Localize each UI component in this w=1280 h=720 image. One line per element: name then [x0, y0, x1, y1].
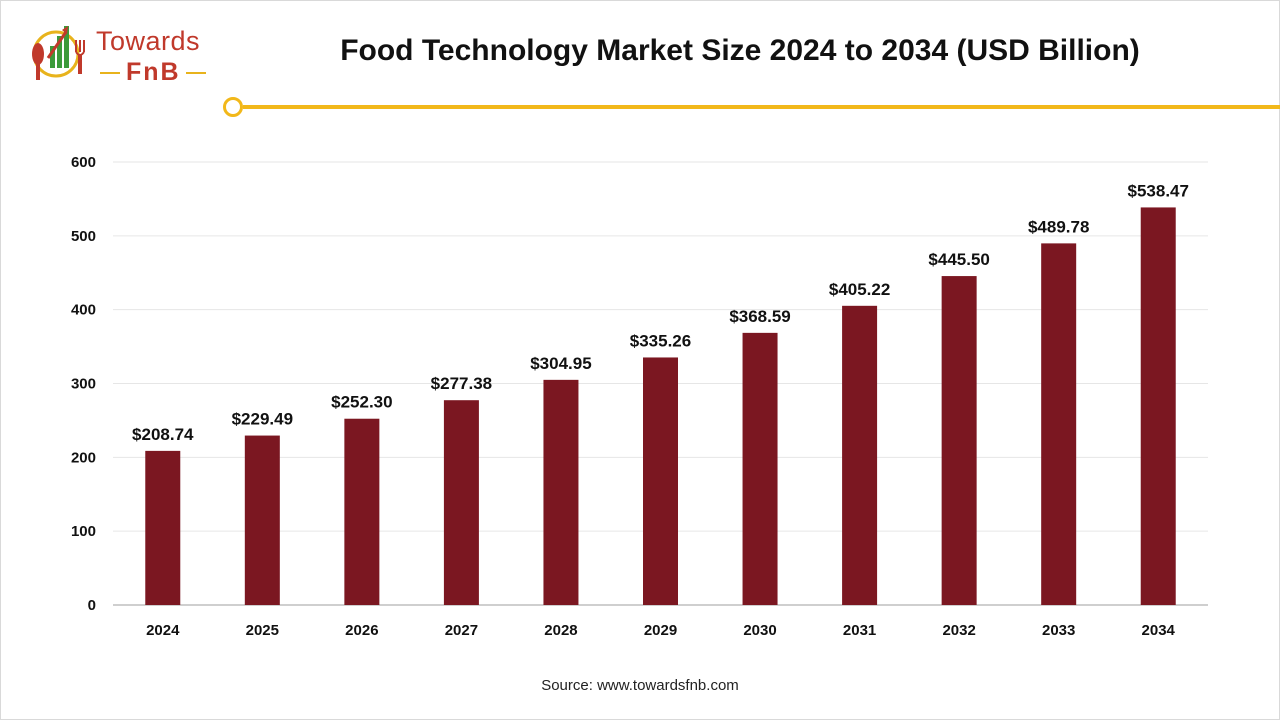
accent-ring: [223, 97, 243, 117]
x-tick-label: 2030: [743, 622, 776, 639]
y-tick-label: 400: [71, 302, 96, 319]
data-label: $368.59: [729, 307, 790, 326]
data-label: $252.30: [331, 393, 392, 412]
data-label: $445.50: [928, 250, 989, 269]
x-tick-label: 2031: [843, 622, 876, 639]
x-tick-label: 2032: [942, 622, 975, 639]
data-label: $277.38: [431, 374, 492, 393]
accent-line: [243, 105, 1280, 109]
bar: [742, 332, 778, 605]
y-tick-label: 0: [88, 597, 96, 614]
y-tick-label: 600: [71, 154, 96, 171]
y-tick-label: 200: [71, 449, 96, 466]
bar: [145, 450, 181, 605]
data-label: $538.47: [1128, 181, 1189, 200]
brand-dash-right: [186, 72, 206, 74]
bar: [543, 379, 579, 605]
logo-icon: [32, 26, 85, 80]
x-tick-label: 2025: [246, 622, 279, 639]
source-note: Source: www.towardsfnb.com: [541, 677, 739, 694]
data-label: $229.49: [232, 410, 293, 429]
y-tick-label: 500: [71, 228, 96, 245]
x-tick-label: 2024: [146, 622, 180, 639]
data-label: $335.26: [630, 331, 691, 350]
y-tick-label: 100: [71, 523, 96, 540]
x-tick-label: 2029: [644, 622, 677, 639]
data-label: $304.95: [530, 354, 591, 373]
chart-title: Food Technology Market Size 2024 to 2034…: [340, 34, 1140, 67]
bar: [643, 357, 678, 605]
bar: [1140, 207, 1176, 605]
x-tick-label: 2034: [1142, 622, 1176, 639]
bar: [443, 400, 479, 605]
bar: [244, 435, 280, 605]
data-label: $405.22: [829, 280, 890, 299]
brand-name-top: Towards: [96, 26, 201, 56]
brand-dash-left: [100, 72, 120, 74]
x-tick-label: 2027: [445, 622, 478, 639]
x-tick-label: 2033: [1042, 622, 1075, 639]
x-tick-label: 2026: [345, 622, 378, 639]
x-tick-label: 2028: [544, 622, 577, 639]
y-tick-label: 300: [71, 376, 96, 393]
bar: [1041, 243, 1077, 606]
brand-name-bottom: FnB: [126, 58, 181, 86]
bar: [344, 418, 380, 605]
bar: [842, 305, 878, 605]
data-label: $208.74: [132, 425, 194, 444]
data-label: $489.78: [1028, 217, 1089, 236]
bar: [941, 276, 977, 605]
